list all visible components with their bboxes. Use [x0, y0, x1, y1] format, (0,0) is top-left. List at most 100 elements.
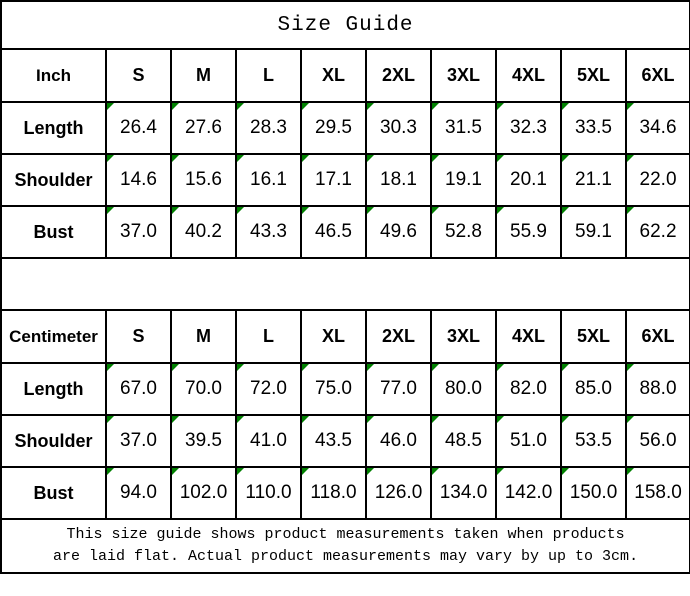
green-corner-triangle-icon	[367, 468, 374, 475]
row-label: Shoulder	[0, 153, 107, 207]
green-corner-triangle-icon	[562, 468, 569, 475]
size-column-header: 2XL	[365, 309, 432, 364]
measurement-cell: 52.8	[430, 205, 497, 259]
green-corner-triangle-icon	[367, 207, 374, 214]
green-corner-triangle-icon	[107, 155, 114, 162]
size-column-header: 3XL	[430, 48, 497, 103]
green-corner-triangle-icon	[107, 364, 114, 371]
centimeter-header-row: Centimeter S M L XL 2XL 3XL 4XL 5XL 6XL	[0, 309, 690, 364]
size-column-header: 5XL	[560, 48, 627, 103]
size-column-header: XL	[300, 48, 367, 103]
measurement-value: 26.4	[120, 117, 157, 138]
measurement-value: 55.9	[510, 221, 547, 242]
measurement-cell: 29.5	[300, 101, 367, 155]
measurement-cell: 40.2	[170, 205, 237, 259]
footer-note: This size guide shows product measuremen…	[0, 518, 690, 574]
measurement-value: 16.1	[250, 169, 287, 190]
measurement-value: 158.0	[634, 482, 682, 503]
measurement-cell: 15.6	[170, 153, 237, 207]
measurement-cell: 41.0	[235, 414, 302, 468]
green-corner-triangle-icon	[432, 364, 439, 371]
green-corner-triangle-icon	[367, 155, 374, 162]
measurement-value: 43.3	[250, 221, 287, 242]
measurement-cell: 51.0	[495, 414, 562, 468]
measurement-value: 18.1	[380, 169, 417, 190]
green-corner-triangle-icon	[562, 364, 569, 371]
measurement-value: 15.6	[185, 169, 222, 190]
green-corner-triangle-icon	[497, 468, 504, 475]
measurement-cell: 37.0	[105, 205, 172, 259]
green-corner-triangle-icon	[627, 416, 634, 423]
measurement-value: 40.2	[185, 221, 222, 242]
green-corner-triangle-icon	[367, 416, 374, 423]
table-row: Bust 94.0 102.0 110.0 118.0 126.0 134.0 142.0 15…	[0, 466, 690, 520]
measurement-cell: 59.1	[560, 205, 627, 259]
size-column-header: 5XL	[560, 309, 627, 364]
green-corner-triangle-icon	[302, 468, 309, 475]
measurement-value: 82.0	[510, 378, 547, 399]
size-column-header: 3XL	[430, 309, 497, 364]
measurement-cell: 30.3	[365, 101, 432, 155]
measurement-cell: 75.0	[300, 362, 367, 416]
measurement-value: 126.0	[374, 482, 423, 503]
green-corner-triangle-icon	[237, 207, 244, 214]
measurement-cell: 33.5	[560, 101, 627, 155]
size-column-header: M	[170, 48, 237, 103]
measurement-value: 88.0	[639, 378, 677, 399]
measurement-cell: 27.6	[170, 101, 237, 155]
green-corner-triangle-icon	[172, 468, 179, 475]
green-corner-triangle-icon	[562, 155, 569, 162]
measurement-value: 102.0	[179, 482, 228, 503]
green-corner-triangle-icon	[497, 416, 504, 423]
measurement-value: 59.1	[575, 221, 612, 242]
green-corner-triangle-icon	[432, 416, 439, 423]
table-row: Length 26.4 27.6 28.3 29.5 30.3 31.5 32.3 33.5 34…	[0, 101, 690, 155]
measurement-value: 80.0	[445, 378, 482, 399]
measurement-cell: 150.0	[560, 466, 627, 520]
measurement-value: 22.0	[639, 169, 677, 190]
green-corner-triangle-icon	[432, 468, 439, 475]
footer-section: This size guide shows product measuremen…	[0, 518, 690, 574]
measurement-cell: 46.0	[365, 414, 432, 468]
measurement-cell: 32.3	[495, 101, 562, 155]
measurement-value: 19.1	[445, 169, 482, 190]
measurement-value: 32.3	[510, 117, 547, 138]
size-column-header: 6XL	[624, 309, 690, 364]
measurement-cell: 34.6	[624, 101, 690, 155]
measurement-value: 94.0	[120, 482, 157, 503]
measurement-value: 51.0	[510, 430, 547, 451]
measurement-cell: 43.5	[300, 414, 367, 468]
table-row: Length 67.0 70.0 72.0 75.0 77.0 80.0 82.0 85.0 88…	[0, 362, 690, 416]
green-corner-triangle-icon	[497, 207, 504, 214]
measurement-value: 62.2	[639, 221, 677, 242]
green-corner-triangle-icon	[237, 103, 244, 110]
measurement-value: 118.0	[310, 482, 357, 503]
measurement-cell: 72.0	[235, 362, 302, 416]
measurement-value: 46.0	[380, 430, 417, 451]
green-corner-triangle-icon	[627, 364, 634, 371]
measurement-cell: 77.0	[365, 362, 432, 416]
measurement-cell: 56.0	[624, 414, 690, 468]
measurement-cell: 49.6	[365, 205, 432, 259]
measurement-value: 110.0	[245, 482, 292, 503]
measurement-value: 53.5	[575, 430, 612, 451]
size-column-header: 2XL	[365, 48, 432, 103]
green-corner-triangle-icon	[302, 416, 309, 423]
green-corner-triangle-icon	[107, 416, 114, 423]
green-corner-triangle-icon	[497, 364, 504, 371]
green-corner-triangle-icon	[627, 155, 634, 162]
green-corner-triangle-icon	[237, 416, 244, 423]
measurement-cell: 110.0	[235, 466, 302, 520]
row-label: Shoulder	[0, 414, 107, 468]
measurement-cell: 26.4	[105, 101, 172, 155]
spacer-row	[0, 257, 690, 311]
green-corner-triangle-icon	[107, 468, 114, 475]
green-corner-triangle-icon	[367, 364, 374, 371]
measurement-value: 34.6	[639, 117, 677, 138]
measurement-cell: 37.0	[105, 414, 172, 468]
table-row: Shoulder 14.6 15.6 16.1 17.1 18.1 19.1 20.1 21.1…	[0, 153, 690, 207]
green-corner-triangle-icon	[562, 207, 569, 214]
footer-note-line2: are laid flat. Actual product measuremen…	[52, 548, 639, 565]
title-row: Size Guide	[0, 0, 690, 50]
measurement-value: 33.5	[575, 117, 612, 138]
